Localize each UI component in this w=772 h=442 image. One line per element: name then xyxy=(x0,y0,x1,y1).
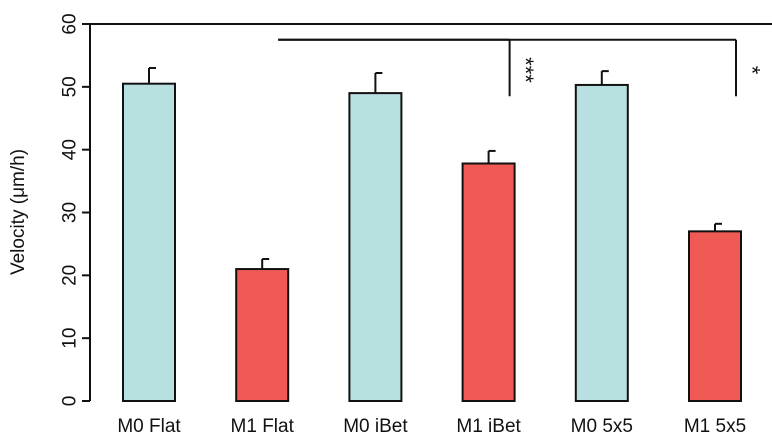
y-tick-label: 0 xyxy=(60,396,81,407)
x-tick-label: M1 Flat xyxy=(231,416,295,437)
significance-label: * xyxy=(740,66,765,75)
plot-area: 0 10 20 30 40 50 60 M0 Flat M1 Flat M0 iBet M1 iBe… xyxy=(60,13,772,437)
bar xyxy=(461,162,516,402)
x-tick-label: M0 5x5 xyxy=(571,416,633,437)
x-tick-label: M1 iBet xyxy=(456,416,521,437)
bar xyxy=(688,230,742,402)
bar xyxy=(122,82,176,402)
y-tick-label: 10 xyxy=(60,328,81,349)
bar xyxy=(574,83,629,402)
y-tick-label: 50 xyxy=(60,76,81,97)
x-tick-label: M0 iBet xyxy=(343,416,408,437)
bar xyxy=(235,268,290,402)
bar xyxy=(348,92,403,402)
x-tick-label: M0 Flat xyxy=(117,416,181,437)
y-tick-label: 20 xyxy=(60,265,81,286)
significance-label: *** xyxy=(513,57,538,83)
y-tick-label: 40 xyxy=(60,139,81,160)
y-axis-label: Velocity (μm/h) xyxy=(8,149,29,275)
x-tick-label: M1 5x5 xyxy=(684,416,746,437)
y-tick-label: 60 xyxy=(60,13,81,34)
y-tick-label: 30 xyxy=(60,202,81,223)
